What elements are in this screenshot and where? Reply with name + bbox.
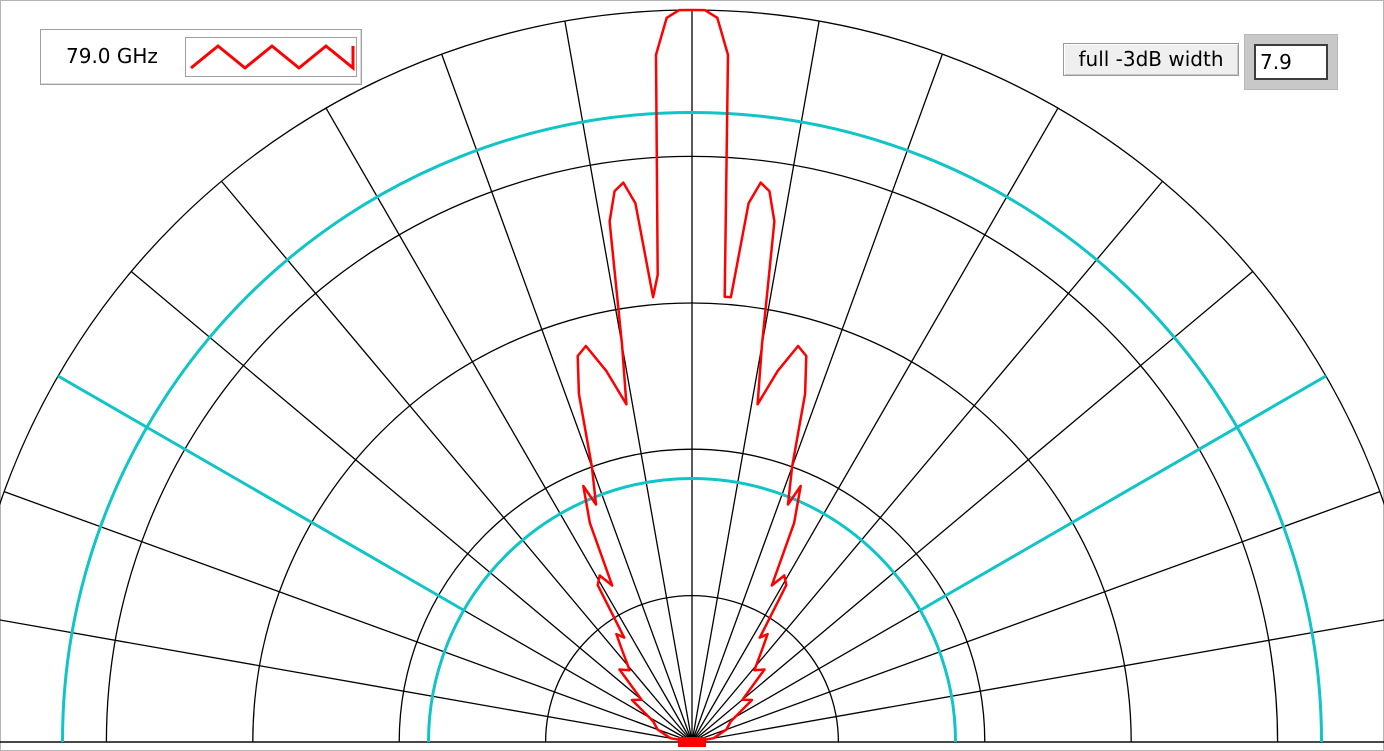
grid-spoke bbox=[691, 491, 1381, 743]
reference-line bbox=[57, 374, 465, 612]
grid-spoke bbox=[564, 21, 693, 743]
reference-line bbox=[919, 374, 1327, 612]
grid-spoke bbox=[691, 180, 1164, 743]
reference-circle bbox=[60, 111, 1324, 743]
full-3db-width-button[interactable]: full -3dB width bbox=[1063, 43, 1239, 76]
grid-spoke bbox=[325, 107, 693, 743]
pattern-series bbox=[576, 8, 808, 747]
grid-spoke bbox=[691, 53, 943, 743]
grid-spoke bbox=[691, 270, 1254, 743]
grid-spoke bbox=[441, 53, 693, 743]
grid-spoke bbox=[3, 491, 693, 743]
grid-spoke bbox=[220, 180, 693, 743]
legend-swatch bbox=[185, 37, 357, 77]
legend-label: 79.0 GHz bbox=[66, 44, 158, 68]
legend: 79.0 GHz bbox=[40, 29, 362, 85]
width-value-panel: 7.9 bbox=[1244, 34, 1338, 90]
grid-spoke bbox=[691, 619, 1384, 743]
grid-spoke bbox=[691, 21, 820, 743]
grid-spoke bbox=[0, 619, 693, 743]
reference-circle bbox=[426, 476, 958, 743]
width-value-field[interactable]: 7.9 bbox=[1254, 44, 1328, 80]
grid-spoke bbox=[130, 270, 693, 743]
reference-markers bbox=[57, 111, 1327, 743]
origin-marker bbox=[678, 737, 706, 747]
zigzag-line-icon bbox=[190, 44, 355, 72]
grid-spoke bbox=[691, 107, 1059, 743]
